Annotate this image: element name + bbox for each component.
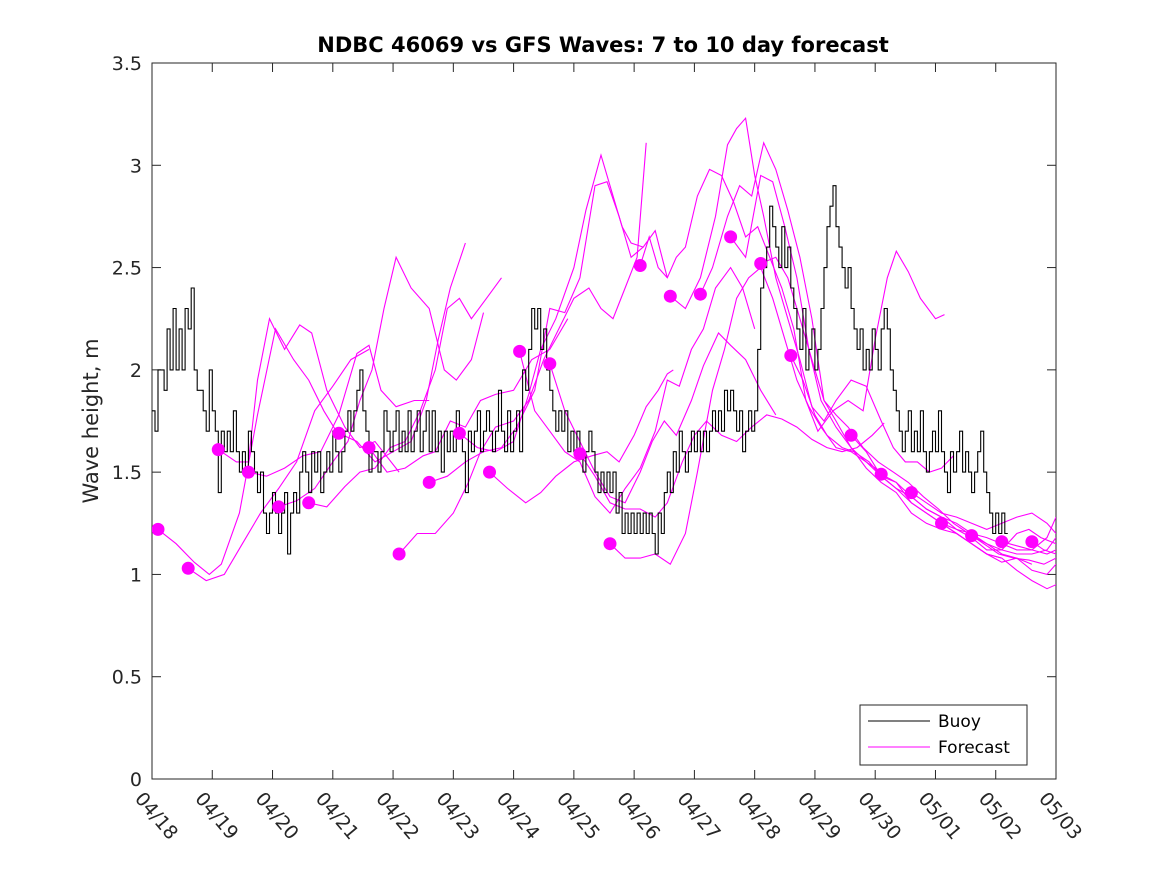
forecast-start-marker <box>874 467 888 481</box>
forecast-line <box>187 348 370 582</box>
plot-area: 00.511.522.533.504/18 04/19 04/20 04/21 04/2… <box>112 53 1086 844</box>
forecast-line <box>429 181 644 483</box>
forecast-start-marker <box>1025 535 1039 549</box>
forecast-start-marker <box>181 561 195 575</box>
forecast-start-marker <box>513 344 527 358</box>
forecast-start-marker <box>211 443 225 457</box>
series-group <box>152 116 1056 590</box>
y-tick-label: 1.5 <box>112 462 142 484</box>
forecast-start-marker <box>663 289 677 303</box>
forecast-line <box>971 535 1056 555</box>
forecast-line <box>669 116 954 473</box>
forecast-start-marker <box>904 486 918 500</box>
y-tick-label: 0.5 <box>112 667 142 689</box>
forecast-start-marker <box>995 535 1009 549</box>
forecast-start-marker <box>784 349 798 362</box>
y-tick-label: 0 <box>130 769 142 791</box>
forecast-start-marker <box>392 547 406 561</box>
chart-title: NDBC 46069 vs GFS Waves: 7 to 10 day for… <box>317 33 888 57</box>
forecast-start-marker <box>754 257 768 270</box>
forecast-start-marker <box>452 426 466 440</box>
forecast-line <box>639 168 945 433</box>
forecast-line <box>489 369 674 504</box>
forecast-line <box>549 332 777 504</box>
y-tick-label: 3 <box>130 155 142 177</box>
forecast-start-marker <box>603 537 617 551</box>
forecast-start-marker <box>693 287 707 301</box>
forecast-start-marker <box>935 516 948 530</box>
forecast-start-marker <box>152 522 165 536</box>
y-tick-label: 1 <box>130 564 142 586</box>
forecast-line <box>248 344 430 477</box>
forecast-start-marker <box>241 465 255 479</box>
forecast-start-marker <box>483 465 496 479</box>
forecast-start-marker <box>844 428 858 442</box>
forecast-line <box>609 266 882 566</box>
forecast-start-marker <box>724 230 738 244</box>
forecast-start-marker <box>332 426 346 440</box>
forecast-start-marker <box>573 447 587 461</box>
y-tick-label: 3.5 <box>112 53 142 75</box>
legend-buoy-label: Buoy <box>938 712 981 732</box>
legend-forecast-label: Forecast <box>938 738 1010 758</box>
legend-box <box>859 704 1028 766</box>
legend: Buoy Forecast <box>859 704 1028 766</box>
forecast-start-marker <box>362 441 376 455</box>
forecast-start-marker <box>965 529 979 543</box>
forecast-line <box>579 414 885 518</box>
forecast-start-marker <box>302 496 316 510</box>
forecast-line <box>1001 541 1056 555</box>
y-tick-label: 2.5 <box>112 258 142 280</box>
forecast-line <box>308 277 502 508</box>
forecast-start-marker <box>422 475 436 489</box>
forecast-line <box>519 266 756 515</box>
forecast-start-marker <box>633 259 647 272</box>
y-tick-label: 2 <box>130 360 142 382</box>
forecast-line <box>699 141 1002 559</box>
forecast-start-marker <box>272 500 286 514</box>
forecast-line <box>368 318 569 473</box>
y-axis-label: Wave height, m <box>79 338 103 503</box>
forecast-line <box>911 492 1056 534</box>
forecast-start-marker <box>543 357 557 371</box>
